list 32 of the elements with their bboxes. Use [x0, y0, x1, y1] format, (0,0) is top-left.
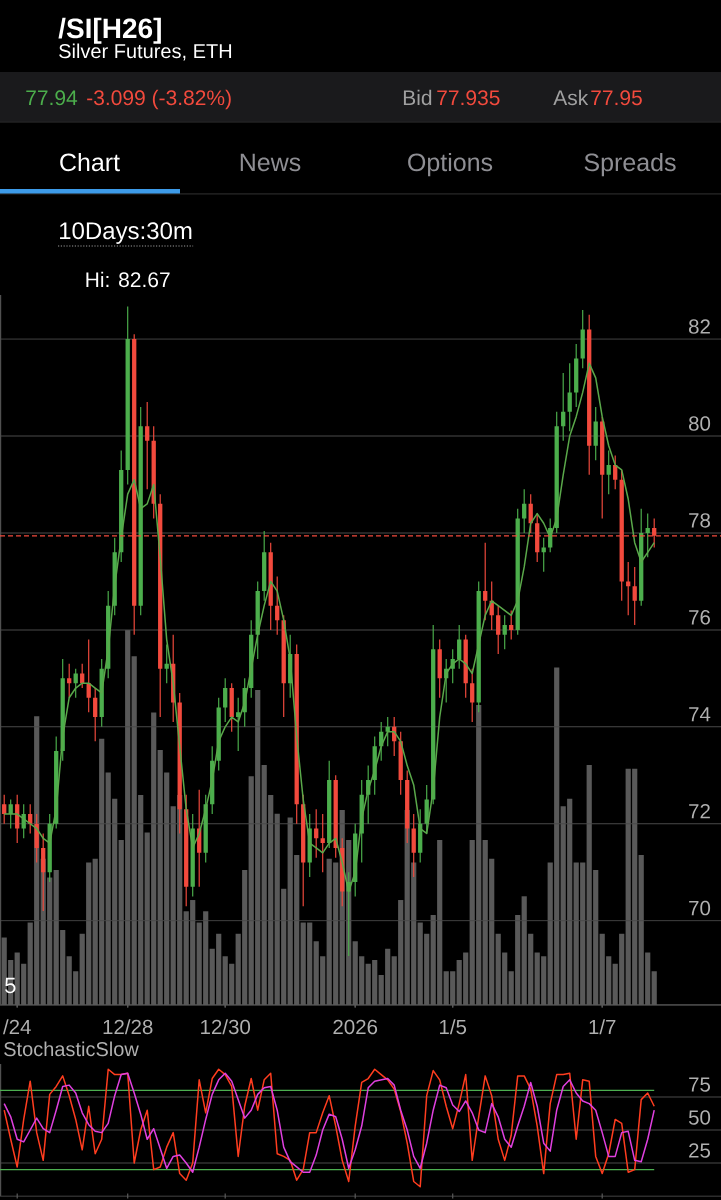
- annotation: 5: [5, 977, 16, 994]
- y-tick-label: 76: [689, 610, 710, 625]
- y-tick-label: 70: [689, 900, 711, 916]
- text: News: [240, 153, 301, 172]
- chart-subtitle: Silver Futures, ETH: [59, 43, 232, 61]
- y-tick-label: 72: [689, 803, 710, 819]
- text: 77.95: [591, 90, 642, 106]
- text: Options: [408, 152, 493, 177]
- text: Spreads: [584, 152, 676, 177]
- text: -3.099 (-3.82%): [87, 89, 231, 110]
- text: Bid: [403, 89, 432, 106]
- text: 77.94: [26, 90, 78, 106]
- text: Ask: [553, 89, 589, 106]
- x-tick-label: 1/7: [589, 1019, 616, 1035]
- y-tick-label: 25: [689, 1143, 711, 1158]
- y-tick-label: 50: [688, 1110, 711, 1125]
- y-tick-label: 78: [689, 513, 711, 528]
- chart-title: StochasticSlow: [4, 1041, 139, 1057]
- y-tick-label: 82: [689, 319, 710, 334]
- y-tick-label: 75: [689, 1077, 711, 1092]
- x-tick-label: 12/30: [201, 1019, 251, 1035]
- text: Chart: [60, 152, 120, 172]
- x-tick-label: /24: [2, 1019, 31, 1035]
- y-tick-label: 74: [689, 707, 711, 722]
- x-tick-label: 1/5: [440, 1019, 467, 1035]
- annotation: Hi: 82.67: [86, 271, 170, 288]
- chart-title: /SI[H26]: [58, 17, 161, 44]
- x-tick-label: 2026: [333, 1019, 378, 1035]
- y-tick-label: 80: [689, 416, 711, 431]
- x-tick-label: 12/28: [103, 1019, 153, 1035]
- text: 10Days:30m: [60, 222, 192, 244]
- text: 77.935: [437, 90, 500, 106]
